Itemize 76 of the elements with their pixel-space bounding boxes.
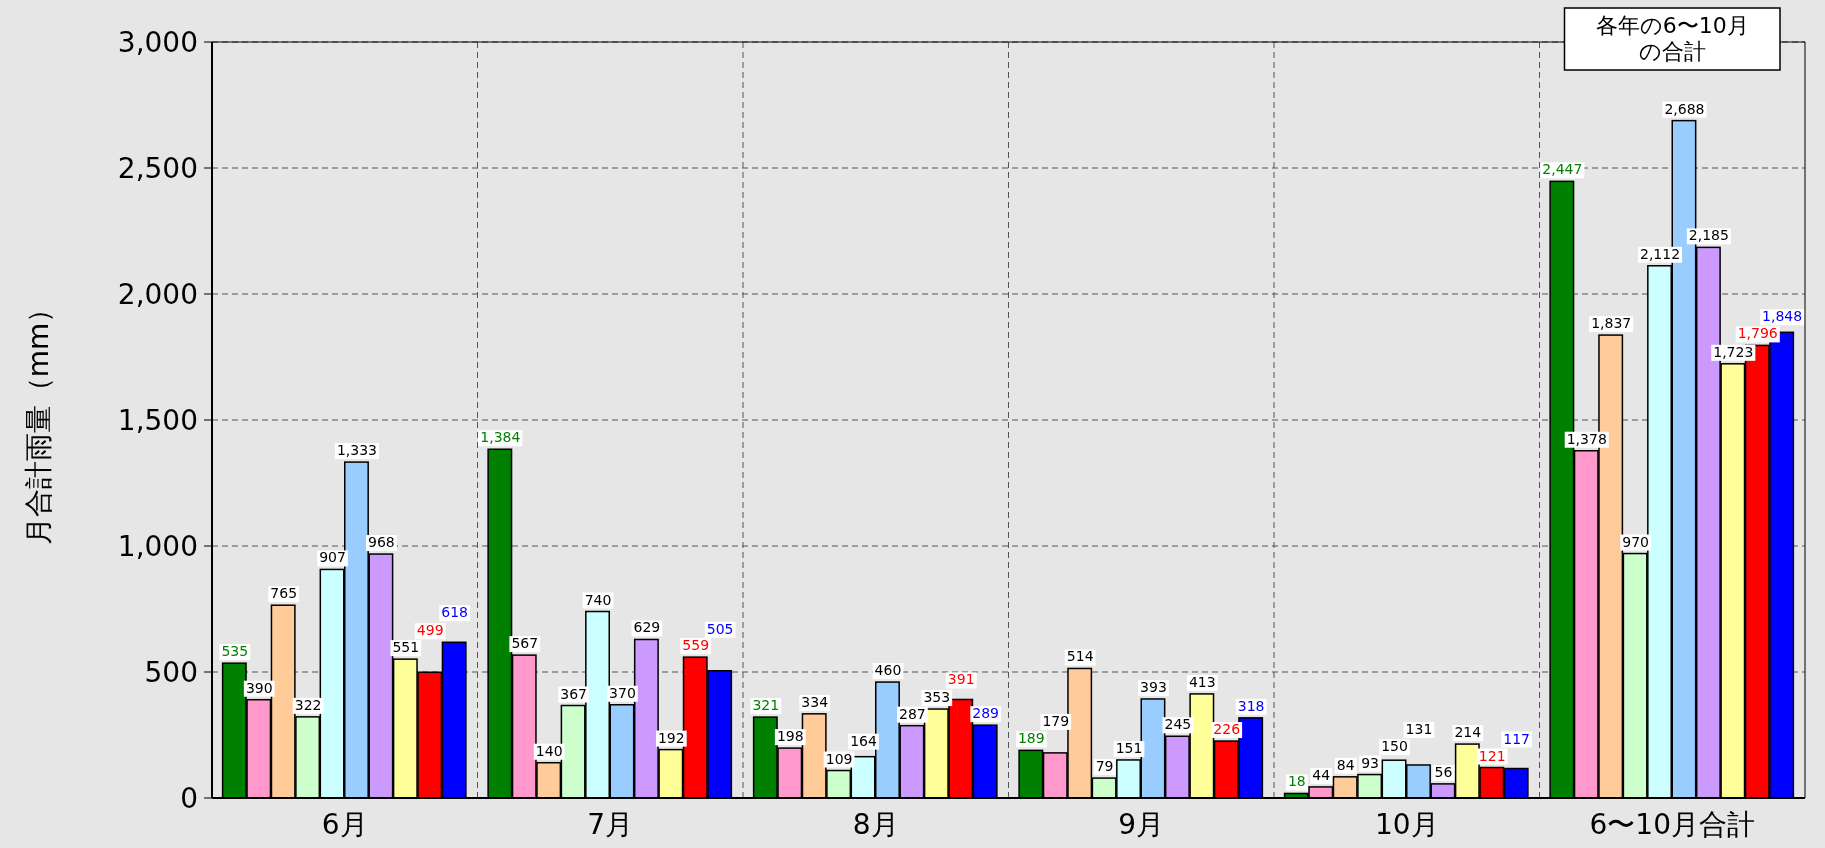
- data-label: 2,688: [1664, 100, 1705, 117]
- data-label: 56: [1434, 763, 1453, 780]
- x-tick-label: 6〜10月合計: [1589, 808, 1755, 841]
- data-label: 514: [1066, 648, 1094, 665]
- data-label: 131: [1405, 720, 1433, 737]
- data-label: 287: [899, 705, 926, 722]
- data-label: 551: [392, 639, 420, 656]
- data-label: 1,848: [1762, 308, 1803, 325]
- data-label: 413: [1188, 673, 1216, 690]
- data-label: 390: [245, 679, 273, 696]
- x-tick-label: 6月: [321, 808, 368, 841]
- data-label: 2,185: [1688, 227, 1729, 244]
- data-label: 505: [706, 620, 734, 637]
- data-label: 618: [441, 604, 469, 621]
- data-label: 1,333: [336, 442, 378, 459]
- data-label: 2,447: [1542, 161, 1583, 178]
- data-label: 192: [657, 729, 685, 746]
- data-label: 1,723: [1713, 343, 1754, 360]
- annotation: 各年の6〜10月の合計: [1595, 13, 1749, 64]
- data-label: 370: [609, 684, 636, 701]
- x-tick-label: 8月: [852, 808, 899, 841]
- data-label: 535: [221, 643, 249, 660]
- data-label: 198: [776, 728, 804, 745]
- data-label: 151: [1115, 739, 1143, 756]
- y-tick-label: 0: [180, 782, 198, 815]
- x-tick-label: 9月: [1118, 808, 1165, 841]
- data-label: 18: [1287, 773, 1306, 790]
- data-label: 907: [319, 549, 346, 566]
- data-label: 334: [801, 693, 829, 710]
- x-tick-label: 7月: [587, 808, 634, 841]
- data-label: 289: [972, 705, 1000, 722]
- data-label: 1,384: [480, 429, 521, 446]
- x-tick-label: 10月: [1374, 808, 1439, 841]
- data-label: 318: [1237, 697, 1265, 714]
- data-label: 226: [1213, 721, 1241, 738]
- data-label: 84: [1336, 756, 1355, 773]
- data-label: 322: [294, 696, 322, 713]
- data-label: 79: [1095, 758, 1114, 775]
- data-label: 93: [1361, 754, 1380, 771]
- data-label: 214: [1454, 724, 1482, 741]
- data-label: 567: [511, 635, 539, 652]
- y-tick-label: 2,000: [117, 278, 198, 311]
- data-label: 109: [825, 750, 853, 767]
- y-axis-title: 月合計雨量（mm）: [22, 294, 55, 546]
- data-label: 970: [1622, 533, 1649, 550]
- data-label: 1,378: [1566, 430, 1607, 447]
- data-label: 150: [1381, 738, 1408, 755]
- data-label: 629: [633, 619, 661, 636]
- data-label: 765: [270, 585, 298, 602]
- data-label: 499: [416, 622, 444, 639]
- annotation: 各年の6〜10月の合計: [1563, 7, 1781, 71]
- data-label: 460: [874, 662, 902, 679]
- data-label: 44: [1312, 766, 1331, 783]
- data-label: 140: [535, 742, 563, 759]
- data-label: 321: [752, 697, 780, 714]
- data-label: 189: [1017, 730, 1045, 747]
- data-label: 179: [1042, 712, 1070, 729]
- data-label: 1,837: [1591, 315, 1632, 332]
- data-label: 353: [923, 689, 951, 706]
- data-label: 740: [584, 591, 612, 608]
- data-label: 968: [368, 534, 395, 551]
- data-label: 559: [682, 637, 710, 654]
- data-label: 117: [1503, 730, 1531, 747]
- data-label: 2,112: [1639, 245, 1681, 262]
- y-tick-label: 1,500: [117, 404, 198, 437]
- data-label: 1,796: [1737, 325, 1778, 342]
- y-tick-label: 3,000: [117, 26, 198, 59]
- data-label: 121: [1478, 747, 1506, 764]
- y-tick-label: 2,500: [117, 152, 198, 185]
- y-tick-label: 1,000: [117, 530, 198, 563]
- data-label: 391: [947, 671, 975, 688]
- data-label: 393: [1140, 678, 1167, 695]
- data-label: 367: [560, 685, 587, 702]
- data-label: 245: [1164, 716, 1192, 733]
- data-label: 164: [850, 732, 877, 749]
- y-tick-label: 500: [144, 656, 198, 689]
